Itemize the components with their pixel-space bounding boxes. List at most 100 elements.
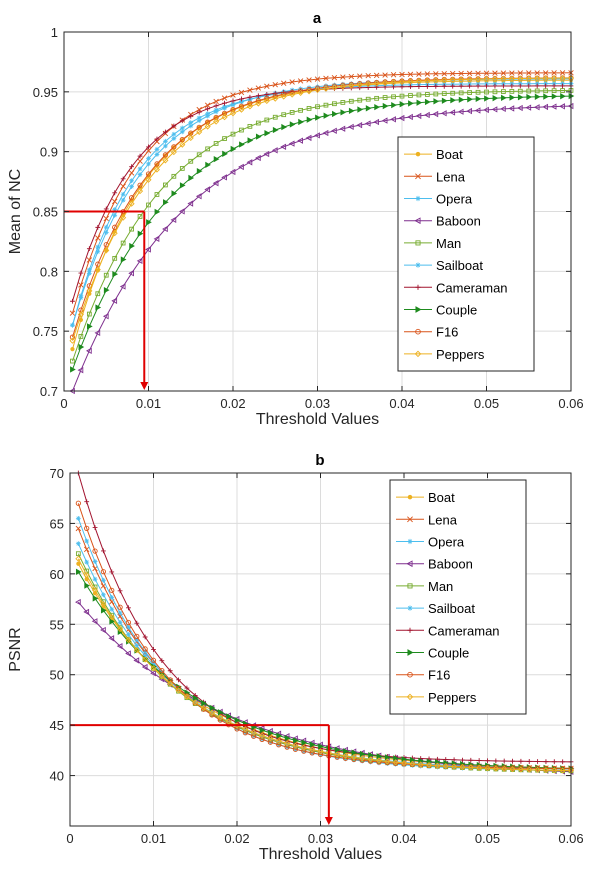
legend-entry: Cameraman (404, 280, 508, 295)
legend-marker (415, 284, 421, 290)
data-point (188, 120, 194, 126)
data-point (376, 759, 382, 765)
data-point (91, 618, 98, 625)
data-point (137, 166, 143, 172)
data-point (75, 500, 81, 506)
data-point (443, 762, 449, 768)
data-point (117, 626, 124, 633)
data-point (251, 733, 257, 739)
data-point (322, 85, 329, 92)
legend-label: Boat (436, 147, 463, 162)
data-point (284, 744, 290, 750)
data-point (276, 732, 283, 739)
data-point (163, 199, 169, 206)
data-point (297, 137, 303, 144)
legend-marker (406, 693, 414, 701)
data-point (543, 88, 549, 94)
data-point (384, 758, 391, 765)
data-point (167, 680, 174, 687)
data-point (272, 114, 278, 120)
data-point (542, 70, 549, 76)
data-point (560, 83, 565, 89)
data-point (475, 83, 481, 89)
data-point (205, 146, 211, 152)
data-point (217, 709, 224, 716)
data-point (348, 73, 355, 80)
data-point (450, 90, 456, 96)
annotation-arrowhead (324, 817, 333, 825)
data-point (399, 71, 405, 78)
data-point (408, 93, 413, 98)
data-point (242, 730, 248, 736)
data-point (450, 83, 456, 89)
legend-label: Boat (428, 490, 455, 505)
data-point (543, 76, 549, 82)
data-point (134, 620, 140, 626)
data-point (373, 118, 380, 126)
data-point (474, 107, 481, 114)
data-point (390, 79, 397, 86)
data-point (357, 97, 363, 103)
data-point (238, 89, 245, 96)
data-point (83, 608, 90, 616)
data-point (125, 626, 132, 633)
data-point (424, 92, 430, 97)
data-point (509, 765, 516, 771)
y-tick-label: 0.75 (33, 324, 58, 339)
data-point (441, 77, 448, 84)
data-point (95, 244, 101, 250)
data-point (272, 93, 278, 99)
data-point (306, 116, 313, 123)
data-point (517, 70, 524, 76)
series-peppers (75, 555, 575, 774)
data-point (170, 216, 177, 224)
data-point (70, 347, 75, 352)
data-point (103, 206, 109, 212)
y-tick-label: 50 (50, 668, 64, 683)
data-point (264, 130, 271, 137)
data-point (167, 677, 173, 683)
data-point (424, 71, 431, 77)
legend-marker (407, 516, 413, 523)
legend-entry: Sailboat (404, 258, 483, 273)
x-axis-label: Threshold Values (259, 846, 382, 863)
legend-entry: Opera (396, 535, 465, 550)
data-point (323, 75, 329, 82)
data-point (306, 88, 313, 95)
data-point (101, 607, 107, 614)
data-point (255, 133, 262, 140)
data-point (153, 166, 160, 173)
data-point (501, 76, 506, 82)
data-point (475, 76, 482, 83)
data-point (348, 107, 355, 115)
data-point (204, 123, 211, 130)
data-point (433, 83, 439, 89)
chart-a: 0 0.01 0.02 0.03 0.04 0.05 0.06 0.7 0.75 0.8 0.85 0… (7, 10, 584, 428)
data-point (126, 624, 131, 630)
data-point (100, 626, 106, 634)
data-point (475, 70, 481, 77)
data-point (154, 208, 161, 216)
data-point (242, 726, 249, 733)
data-point (78, 334, 84, 339)
data-point (340, 82, 346, 88)
legend-entry: Sailboat (396, 601, 475, 616)
data-point (259, 726, 266, 734)
data-point (449, 76, 456, 83)
data-point (458, 90, 464, 96)
y-tick-label: 60 (50, 567, 64, 582)
data-point (179, 118, 185, 124)
data-point (309, 746, 316, 753)
data-point (111, 297, 118, 304)
data-point (301, 739, 308, 746)
data-point (534, 83, 540, 89)
data-point (525, 104, 532, 111)
data-point (467, 90, 472, 95)
data-point (222, 150, 228, 157)
data-point (467, 96, 473, 103)
data-point (508, 105, 515, 112)
data-point (117, 610, 123, 616)
data-point (125, 619, 132, 626)
data-point (86, 267, 92, 273)
legend-marker (406, 560, 413, 568)
